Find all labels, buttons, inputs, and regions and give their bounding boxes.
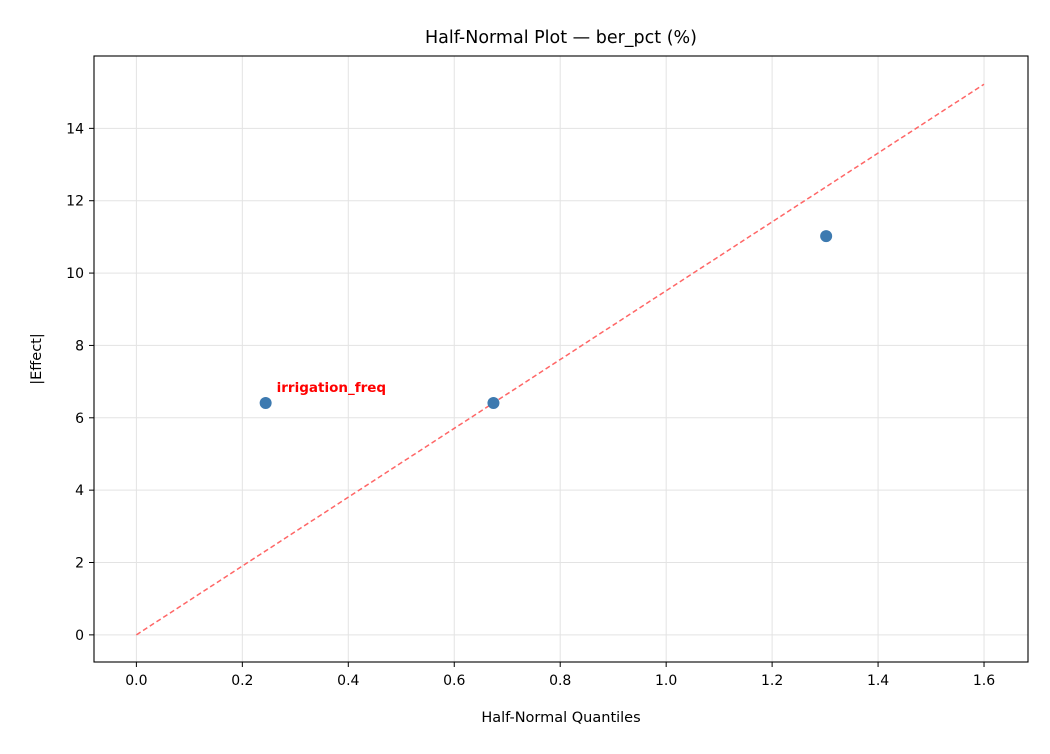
grid xyxy=(94,56,1028,662)
data-point xyxy=(259,396,272,409)
x-tick-label: 1.4 xyxy=(867,673,889,689)
y-tick-label: 14 xyxy=(66,121,84,137)
plot-frame xyxy=(93,55,1029,663)
x-axis-ticks: 0.0 0.2 0.4 0.6 0.8 1.0 1.2 1.4 1.6 xyxy=(125,662,995,689)
x-axis-label: Half-Normal Quantiles xyxy=(481,710,640,726)
data-point xyxy=(487,396,500,409)
y-tick-label: 8 xyxy=(75,338,84,354)
x-tick-label: 1.6 xyxy=(973,673,995,689)
reference-line-group xyxy=(135,83,985,636)
reference-line xyxy=(135,83,985,636)
x-tick-label: 1.0 xyxy=(655,673,677,689)
x-tick-label: 0.2 xyxy=(231,673,253,689)
y-tick-label: 12 xyxy=(66,194,84,210)
y-tick-label: 4 xyxy=(75,483,84,499)
x-tick-label: 0.0 xyxy=(125,673,147,689)
points-group xyxy=(259,230,833,409)
chart-title: Half-Normal Plot — ber_pct (%) xyxy=(425,28,697,48)
y-tick-label: 6 xyxy=(75,411,84,427)
y-axis-ticks: 0 2 4 6 8 10 12 14 xyxy=(66,121,94,644)
x-tick-label: 1.2 xyxy=(761,673,783,689)
y-tick-label: 0 xyxy=(75,628,84,644)
y-axis-label: |Effect| xyxy=(29,333,45,385)
x-tick-label: 0.6 xyxy=(443,673,465,689)
y-tick-label: 10 xyxy=(66,266,84,282)
annotation-label: irrigation_freq xyxy=(277,380,386,396)
annotations-group: irrigation_freq xyxy=(277,380,386,396)
x-tick-label: 0.4 xyxy=(337,673,359,689)
data-point xyxy=(820,230,833,243)
x-tick-label: 0.8 xyxy=(549,673,571,689)
y-tick-label: 2 xyxy=(75,556,84,572)
